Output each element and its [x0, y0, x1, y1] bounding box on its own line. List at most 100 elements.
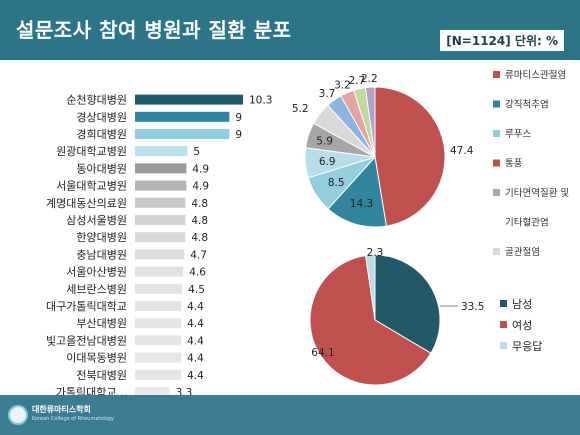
pie-value-label: 47.4	[450, 145, 474, 157]
bar	[135, 249, 185, 260]
pie-slice	[327, 155, 387, 228]
bar-category-label: 이대목동병원	[66, 352, 127, 365]
legend-swatch	[500, 300, 507, 307]
bar-category-label: 경희대병원	[76, 128, 127, 141]
legend-swatch	[500, 321, 507, 328]
bar	[135, 180, 187, 191]
bar	[135, 146, 188, 157]
legend-label: 류마티스관절염	[505, 69, 566, 81]
bar	[135, 163, 187, 174]
bar-category-label: 서울대학교병원	[56, 180, 127, 193]
bar-value-label: 4.4	[187, 318, 204, 330]
bar-value-label: 4.4	[187, 335, 204, 347]
pie-value-label: 33.5	[461, 301, 484, 313]
bar	[135, 335, 182, 346]
bar-value-label: 10.3	[249, 95, 272, 107]
bar-value-label: 5	[193, 146, 200, 158]
pie-value-label: 64.1	[311, 347, 334, 359]
pie-value-label: 3.7	[319, 88, 336, 100]
pie-slice	[374, 86, 446, 227]
bar-category-label: 충남대병원	[76, 248, 127, 261]
bar-value-label: 3.3	[176, 387, 193, 395]
pie-slice	[374, 254, 441, 354]
bar	[135, 111, 230, 122]
legend-label: 기타혈관염	[505, 217, 549, 229]
footer-org-name: 대한류마티스학회	[32, 405, 91, 414]
pie-value-label: 2.7	[349, 75, 366, 87]
bar	[135, 215, 186, 225]
legend-label: 무응답	[512, 340, 542, 353]
pie-value-label: 6.9	[319, 156, 336, 168]
pie-slice	[364, 86, 376, 158]
bar	[135, 197, 186, 208]
bar-category-label: 순천향대병원	[66, 93, 127, 107]
pie-value-label: 3.2	[334, 79, 351, 91]
pie-value-label: 5.2	[292, 103, 309, 115]
bar	[135, 232, 186, 243]
bar-value-label: 4.4	[187, 353, 204, 365]
sample-size-unit-label: [N=1124] 단위: %	[440, 30, 564, 51]
bar-value-label: 4.8	[191, 198, 208, 210]
bar-value-label: 4.7	[190, 249, 207, 261]
bar-category-label: 대구가톨릭대학교	[46, 300, 127, 313]
bar-category-label: 동아대병원	[76, 162, 127, 175]
bar	[135, 352, 182, 363]
bar	[135, 318, 182, 329]
legend-label: 골관절염	[505, 246, 540, 258]
bar-category-label: 빛고을전남대병원	[46, 334, 127, 347]
bar	[135, 94, 243, 105]
survey-charts: 순천향대병원 10.3 경상대병원 9 경희대병원 9 원광대학교병원 5 동아대병원 4.9 서울…	[46, 69, 569, 395]
footer-bar: 대한류마티스학회 Korean College of Rheumatology	[0, 395, 580, 435]
legend-swatch	[493, 100, 500, 108]
society-logo-icon	[8, 405, 28, 425]
bar-value-label: 9	[235, 112, 242, 124]
legend-swatch	[493, 71, 500, 78]
bar	[135, 369, 182, 380]
legend-label: 기타면역질환 및	[505, 187, 569, 199]
bar-category-label: 세브란스병원	[66, 283, 127, 296]
bar-category-label: 서울아산병원	[66, 266, 127, 279]
legend-swatch	[500, 342, 507, 349]
bar-category-label: 부산대병원	[76, 317, 127, 330]
bar-value-label: 4.9	[192, 181, 209, 193]
bar-value-label: 9	[235, 129, 242, 141]
legend-label: 통풍	[505, 159, 523, 170]
pie-value-label: 14.3	[350, 198, 373, 210]
legend-label: 남성	[512, 298, 532, 311]
legend-label: 강직척추염	[505, 100, 549, 111]
bar-value-label: 4.8	[191, 232, 208, 244]
pie-slice	[309, 255, 432, 386]
bar-value-label: 4.4	[187, 301, 204, 313]
bar	[135, 283, 183, 294]
bar-category-label: 계명대동산의료원	[46, 197, 127, 210]
bar-category-label: 삼성서울병원	[66, 214, 127, 227]
legend-label: 루푸스	[505, 129, 531, 140]
pie-value-label: 5.9	[316, 135, 333, 147]
legend-swatch	[493, 248, 500, 255]
bar-value-label: 4.4	[187, 370, 204, 382]
legend-label: 여성	[512, 319, 532, 332]
legend-swatch	[493, 130, 500, 137]
pie-value-label: 2.3	[367, 247, 384, 259]
bar	[135, 129, 230, 139]
legend-swatch	[493, 159, 500, 167]
bar-value-label: 4.6	[189, 267, 206, 279]
bar-value-label: 4.5	[188, 284, 205, 296]
title-bar: 설문조사 참여 병원과 질환 분포 [N=1124] 단위: %	[0, 0, 580, 60]
bar-category-label: 한양대병원	[76, 231, 127, 244]
page-title: 설문조사 참여 병원과 질환 분포	[16, 18, 292, 42]
bar-category-label: 경상대병원	[76, 111, 127, 124]
bar-value-label: 4.9	[192, 163, 209, 175]
bar-value-label: 4.8	[191, 215, 208, 227]
pie-value-label: 8.5	[328, 177, 345, 189]
footer-org-subtitle: Korean College of Rheumatology	[32, 416, 115, 422]
bar	[135, 301, 182, 311]
bar	[135, 266, 184, 277]
pie-slice	[365, 254, 376, 321]
bar	[135, 387, 170, 395]
pie-value-label: 2.2	[361, 73, 378, 85]
bar-category-label: 전북대병원	[76, 369, 127, 382]
bar-category-label: 원광대학교병원	[56, 145, 127, 158]
legend-swatch	[493, 189, 500, 196]
bar-category-label: 가톨릭대학교...	[56, 386, 127, 395]
